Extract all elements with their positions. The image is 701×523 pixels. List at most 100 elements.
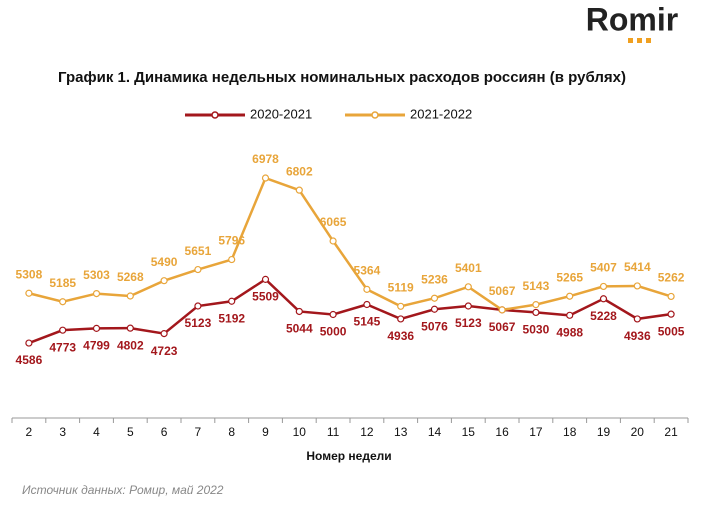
legend-marker bbox=[211, 111, 219, 119]
data-label: 5268 bbox=[117, 270, 144, 284]
chart-title: График 1. Динамика недельных номинальных… bbox=[58, 69, 626, 86]
legend-marker bbox=[371, 111, 379, 119]
data-label: 5236 bbox=[421, 272, 448, 286]
x-tick-label: 17 bbox=[529, 425, 543, 439]
point bbox=[295, 307, 303, 316]
data-label: 5000 bbox=[320, 325, 347, 339]
point bbox=[498, 306, 506, 314]
data-label: 5796 bbox=[218, 234, 245, 248]
point bbox=[25, 339, 33, 347]
point bbox=[261, 275, 270, 283]
x-tick-label: 15 bbox=[462, 425, 476, 439]
x-tick-label: 21 bbox=[664, 425, 678, 439]
point bbox=[363, 285, 371, 293]
data-label: 5005 bbox=[658, 324, 685, 338]
point bbox=[194, 265, 202, 274]
data-label: 5308 bbox=[16, 267, 43, 281]
series-line bbox=[28, 277, 672, 345]
point bbox=[160, 277, 168, 285]
point bbox=[59, 326, 67, 334]
data-label: 5185 bbox=[49, 276, 76, 290]
data-label: 4988 bbox=[556, 325, 583, 339]
point bbox=[228, 255, 236, 264]
point bbox=[430, 294, 439, 302]
data-label: 5262 bbox=[658, 271, 685, 285]
point bbox=[532, 301, 540, 309]
point bbox=[430, 305, 439, 313]
legend-label: 2021-2022 bbox=[410, 106, 472, 121]
legend-label: 2020-2021 bbox=[250, 106, 312, 121]
x-tick-label: 14 bbox=[428, 425, 442, 439]
x-tick-label: 10 bbox=[293, 425, 307, 439]
x-tick-label: 20 bbox=[631, 425, 645, 439]
point bbox=[464, 283, 472, 291]
data-label: 6065 bbox=[320, 215, 347, 229]
data-label: 5145 bbox=[354, 315, 381, 329]
data-label: 4802 bbox=[117, 338, 144, 352]
point bbox=[532, 308, 540, 317]
x-tick-label: 9 bbox=[262, 425, 269, 439]
point bbox=[566, 292, 574, 300]
x-tick-label: 11 bbox=[327, 425, 340, 439]
data-label: 5228 bbox=[590, 309, 617, 323]
x-tick-label: 3 bbox=[59, 425, 66, 439]
logo: Romir bbox=[586, 1, 678, 37]
data-label: 4773 bbox=[49, 340, 76, 354]
x-tick-label: 19 bbox=[597, 425, 611, 439]
data-label: 5143 bbox=[523, 279, 550, 293]
x-tick-label: 8 bbox=[228, 425, 235, 439]
data-label: 5067 bbox=[489, 284, 516, 298]
point bbox=[363, 300, 371, 309]
point bbox=[599, 282, 608, 291]
point bbox=[228, 297, 236, 305]
data-label: 5067 bbox=[489, 320, 516, 334]
data-label: 5303 bbox=[83, 268, 110, 282]
data-label: 6802 bbox=[286, 164, 313, 178]
data-label: 4936 bbox=[387, 329, 414, 343]
point bbox=[566, 311, 574, 319]
x-axis-label: Номер недели bbox=[306, 449, 391, 463]
data-label: 5407 bbox=[590, 261, 617, 275]
data-label: 4723 bbox=[151, 344, 178, 358]
point bbox=[126, 324, 134, 332]
point bbox=[633, 282, 641, 290]
data-label: 5123 bbox=[185, 316, 212, 330]
data-label: 5509 bbox=[252, 290, 279, 304]
x-tick-label: 5 bbox=[127, 425, 134, 439]
point bbox=[667, 292, 675, 301]
point bbox=[25, 289, 33, 297]
data-label: 5414 bbox=[624, 260, 651, 274]
point bbox=[667, 310, 675, 318]
data-label: 5265 bbox=[556, 270, 583, 284]
point bbox=[126, 292, 134, 300]
point bbox=[397, 302, 405, 310]
point bbox=[194, 302, 202, 310]
logo-dots bbox=[628, 38, 651, 43]
data-label: 6978 bbox=[252, 152, 279, 166]
point bbox=[633, 315, 641, 323]
data-label: 5490 bbox=[151, 255, 178, 269]
point bbox=[329, 310, 337, 319]
point bbox=[329, 237, 337, 245]
point bbox=[599, 295, 608, 303]
data-label: 5119 bbox=[388, 280, 414, 294]
point bbox=[464, 302, 472, 310]
source: Источник данных: Ромир, май 2022 bbox=[22, 483, 224, 497]
data-label: 5364 bbox=[354, 264, 381, 278]
point bbox=[92, 324, 101, 332]
data-label: 4799 bbox=[83, 339, 110, 353]
data-label: 5123 bbox=[455, 316, 482, 330]
x-tick-label: 7 bbox=[195, 425, 202, 439]
x-tick-label: 2 bbox=[26, 425, 33, 439]
x-tick-label: 13 bbox=[394, 425, 408, 439]
x-tick-label: 6 bbox=[161, 425, 168, 439]
point bbox=[295, 186, 303, 194]
point bbox=[59, 298, 67, 306]
data-label: 5076 bbox=[421, 319, 448, 333]
x-tick-label: 12 bbox=[360, 425, 374, 439]
data-label: 4586 bbox=[16, 353, 43, 367]
x-tick-label: 18 bbox=[563, 425, 577, 439]
data-label: 5044 bbox=[286, 322, 313, 336]
point bbox=[92, 289, 101, 298]
